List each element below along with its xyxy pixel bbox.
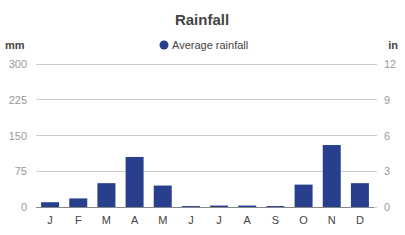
y2-tick [374, 99, 377, 100]
y-tick-label: 150 [9, 130, 27, 142]
bar [295, 185, 313, 207]
bar [154, 186, 172, 207]
bars [41, 145, 369, 207]
bar [69, 198, 87, 207]
chart: Rainfall mm in Average rainfall 0 75 150 225 300… [0, 0, 405, 235]
bar [97, 183, 115, 207]
x-tick-label: A [131, 214, 139, 226]
bar [266, 206, 284, 207]
bar [41, 202, 59, 207]
bar [126, 157, 144, 207]
x-tick-label: F [75, 214, 82, 226]
x-tick-label: D [356, 214, 364, 226]
bar [210, 206, 228, 207]
y-tick-label: 225 [9, 94, 27, 106]
legend-label: Average rainfall [172, 39, 248, 51]
bar [323, 145, 341, 207]
x-tick-label: J [47, 214, 53, 226]
x-tick-label: M [102, 214, 111, 226]
x-tick-label: J [188, 214, 194, 226]
x-tick-label: M [158, 214, 167, 226]
grid-line [36, 135, 374, 136]
x-tick-label: S [272, 214, 279, 226]
grid-line [36, 64, 374, 65]
grid-line [36, 99, 374, 100]
y2-tick [374, 207, 377, 208]
x-tick-label: N [328, 214, 336, 226]
y2-axis-label: in [388, 39, 398, 51]
y-tick-label: 300 [9, 58, 27, 70]
y2-tick-label: 6 [384, 130, 390, 142]
bar [351, 183, 369, 207]
x-tick-label: O [299, 214, 308, 226]
x-tick-label: A [244, 214, 252, 226]
y-tick-label: 75 [15, 165, 27, 177]
bar [238, 206, 256, 207]
y2-tick [374, 64, 377, 65]
y2-tick-label: 9 [384, 94, 390, 106]
y2-tick [374, 135, 377, 136]
title: Rainfall [175, 11, 229, 28]
y2-tick [374, 171, 377, 172]
legend-marker [160, 41, 169, 50]
y2-tick-label: 12 [384, 58, 396, 70]
y-tick-label: 0 [21, 201, 27, 213]
y2-tick-label: 3 [384, 165, 390, 177]
y-axis-label: mm [5, 39, 25, 51]
x-tick-label: J [216, 214, 222, 226]
bar [182, 206, 200, 207]
y2-tick-label: 0 [384, 201, 390, 213]
